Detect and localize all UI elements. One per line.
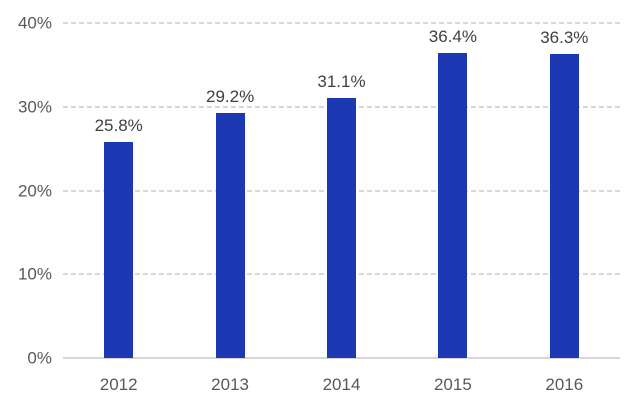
bar [549, 53, 579, 358]
x-axis-tick-label: 2016 [545, 375, 584, 394]
y-axis-tick-label: 30% [17, 97, 52, 117]
bar-value-label: 36.4% [428, 27, 477, 47]
y-axis-tick-label: 40% [17, 13, 52, 33]
gridline [63, 22, 620, 24]
bar-value-label: 36.3% [540, 27, 589, 47]
x-axis-tick-label: 2014 [322, 375, 361, 394]
bar-value-label: 29.2% [205, 87, 255, 107]
y-axis-tick-label: 20% [17, 181, 52, 200]
bar-value-label: 31.1% [317, 71, 366, 91]
bar-value-label: 25.8% [94, 115, 143, 135]
x-axis-tick-label: 2012 [99, 375, 138, 394]
y-axis-tick-label: 10% [17, 264, 52, 284]
y-axis-tick-label: 0% [27, 348, 52, 368]
x-axis-tick-label: 2013 [211, 375, 250, 394]
x-axis-tick-label: 2015 [433, 375, 472, 394]
bar [327, 97, 356, 358]
x-axis-line [63, 357, 620, 359]
bar [438, 53, 468, 358]
bar [215, 113, 245, 358]
bar [104, 141, 134, 358]
